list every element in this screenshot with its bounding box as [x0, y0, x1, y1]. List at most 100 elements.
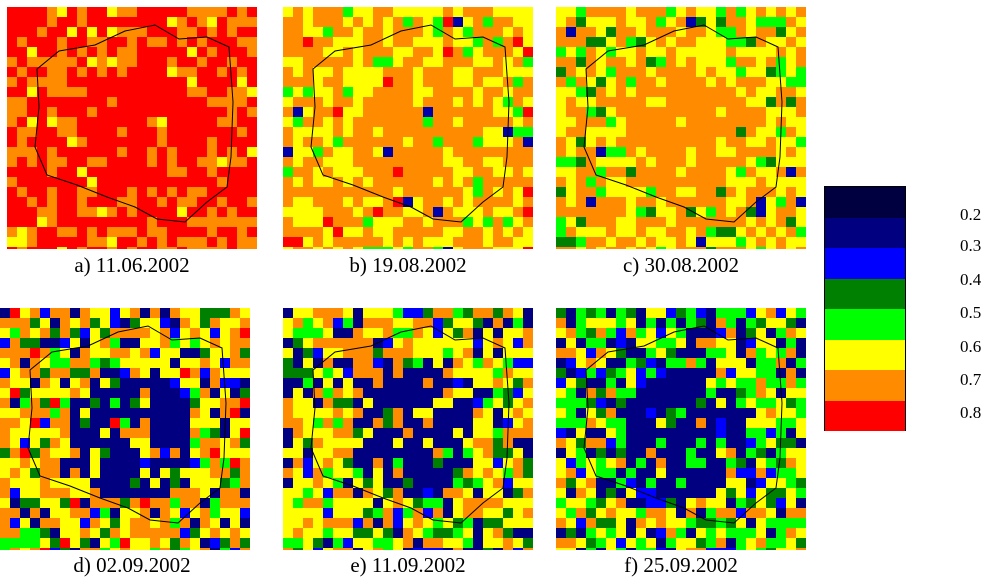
raster-cell: [676, 197, 686, 207]
raster-cell: [746, 448, 756, 458]
raster-cell: [403, 358, 413, 368]
raster-cell: [766, 518, 776, 528]
raster-cell: [716, 538, 726, 548]
raster-cell: [393, 538, 403, 548]
raster-cell: [0, 468, 10, 478]
raster-cell: [60, 368, 70, 378]
raster-cell: [323, 137, 333, 147]
raster-cell: [636, 7, 646, 17]
raster-cell: [433, 107, 443, 117]
raster-cell: [686, 47, 696, 57]
raster-cell: [736, 87, 746, 97]
raster-cell: [493, 388, 503, 398]
raster-cell: [187, 67, 197, 77]
raster-cell: [566, 428, 576, 438]
raster-cell: [27, 87, 37, 97]
raster-cell: [503, 508, 513, 518]
raster-cell: [636, 77, 646, 87]
raster-cell: [110, 348, 120, 358]
raster-cell: [606, 217, 616, 227]
raster-cell: [503, 498, 513, 508]
raster-cell: [666, 247, 676, 249]
raster-cell: [636, 498, 646, 508]
catchment-boundary: [34, 24, 234, 223]
raster-cell: [240, 518, 250, 528]
raster-cell: [130, 538, 140, 548]
raster-cell: [313, 117, 323, 127]
raster-cell: [686, 187, 696, 197]
raster-cell: [556, 338, 566, 348]
raster-cell: [157, 187, 167, 197]
raster-cell: [523, 7, 533, 17]
raster-cell: [100, 318, 110, 328]
raster-cell: [463, 127, 473, 137]
raster-cell: [167, 137, 177, 147]
raster-cell: [140, 388, 150, 398]
raster-cell: [556, 167, 566, 177]
raster-cell: [756, 398, 766, 408]
raster-cell: [17, 117, 27, 127]
raster-cell: [786, 137, 796, 147]
raster-cell: [656, 7, 666, 17]
raster-cell: [473, 77, 483, 87]
raster-cell: [230, 458, 240, 468]
raster-cell: [147, 7, 157, 17]
raster-cell: [20, 478, 30, 488]
raster-cell: [333, 418, 343, 428]
raster-cell: [566, 368, 576, 378]
raster-cell: [646, 117, 656, 127]
raster-cell: [473, 87, 483, 97]
raster-cell: [363, 37, 373, 47]
raster-cell: [157, 117, 167, 127]
raster-cell: [596, 418, 606, 428]
raster-cell: [383, 57, 393, 67]
raster-cell: [596, 117, 606, 127]
raster-cell: [706, 137, 716, 147]
raster-cell: [736, 147, 746, 157]
raster-cell: [483, 67, 493, 77]
raster-cell: [190, 478, 200, 488]
raster-cell: [463, 418, 473, 428]
raster-cell: [596, 388, 606, 398]
raster-cell: [293, 388, 303, 398]
raster-cell: [237, 27, 247, 37]
raster-cell: [453, 197, 463, 207]
raster-cell: [37, 47, 47, 57]
raster-cell: [197, 197, 207, 207]
raster-cell: [586, 137, 596, 147]
panel-caption-d: d) 02.09.2002: [73, 553, 191, 577]
raster-cell: [556, 247, 566, 249]
raster-cell: [716, 398, 726, 408]
raster-cell: [796, 398, 806, 408]
raster-cell: [343, 237, 353, 247]
raster-cell: [646, 378, 656, 388]
raster-cell: [776, 318, 786, 328]
raster-cell: [117, 157, 127, 167]
raster-cell: [756, 87, 766, 97]
raster-cell: [403, 27, 413, 37]
raster-cell: [756, 7, 766, 17]
raster-cell: [343, 348, 353, 358]
raster-cell: [47, 137, 57, 147]
raster-cell: [383, 438, 393, 448]
raster-cell: [636, 538, 646, 548]
raster-cell: [606, 428, 616, 438]
raster-cell: [523, 448, 533, 458]
raster-cell: [686, 157, 696, 167]
raster-cell: [666, 548, 676, 550]
raster-cell: [157, 147, 167, 157]
raster-cell: [177, 197, 187, 207]
raster-cell: [207, 7, 217, 17]
raster-cell: [237, 197, 247, 207]
raster-cell: [616, 7, 626, 17]
raster-cell: [696, 237, 706, 247]
raster-cell: [353, 207, 363, 217]
raster-cell: [443, 438, 453, 448]
raster-cell: [333, 37, 343, 47]
raster-cell: [453, 177, 463, 187]
raster-cell: [170, 318, 180, 328]
raster-cell: [373, 398, 383, 408]
raster-cell: [97, 27, 107, 37]
raster-cell: [37, 217, 47, 227]
raster-cell: [746, 67, 756, 77]
